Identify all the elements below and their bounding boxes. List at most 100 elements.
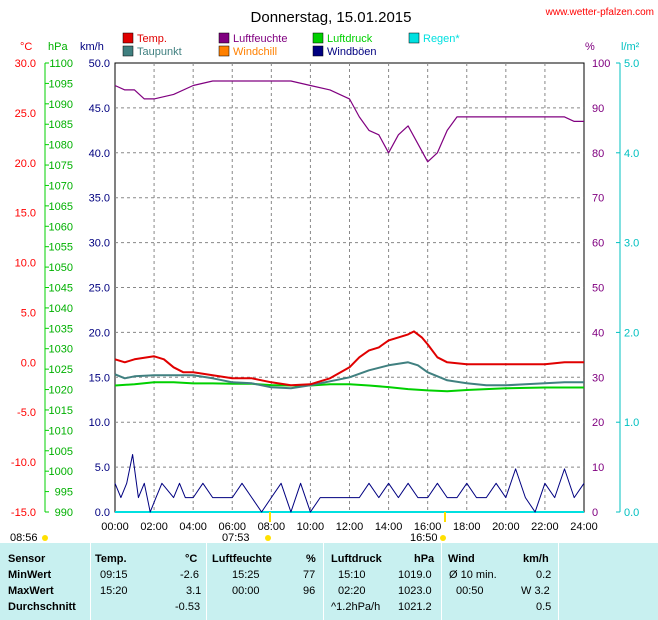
- time-tick-label: 00:00: [101, 521, 129, 533]
- wind-tick-label: 40.0: [89, 148, 110, 160]
- cell-temp-time: 09:15: [100, 569, 128, 581]
- humidity-tick-label: 100: [592, 58, 610, 70]
- header-wind-unit: km/h: [523, 553, 549, 565]
- humidity-tick-label: 50: [592, 283, 604, 295]
- pressure-tick-label: 995: [55, 487, 73, 499]
- sun-icon: [265, 535, 271, 541]
- temp-tick-label: 5.0: [21, 307, 36, 319]
- unit-humidity: %: [585, 41, 595, 53]
- pressure-tick-label: 990: [55, 507, 73, 519]
- pressure-tick-label: 1065: [49, 201, 73, 213]
- pressure-tick-label: 1050: [49, 262, 73, 274]
- humidity-tick-label: 70: [592, 193, 604, 205]
- rain-axis: 5.0 4.0 3.0 2.0 1.0 0.0: [616, 58, 639, 519]
- cell-wind-label: Ø 10 min.: [449, 569, 497, 581]
- header-pressure: Luftdruck: [331, 553, 382, 565]
- pressure-tick-label: 1000: [49, 466, 73, 478]
- pressure-tick-label: 1045: [49, 283, 73, 295]
- legend-swatch: [312, 32, 324, 44]
- rain-tick-label: 4.0: [624, 148, 639, 160]
- cell-temp-time: 15:20: [100, 585, 128, 597]
- legend-swatch: [312, 45, 324, 57]
- pressure-tick-label: 1060: [49, 221, 73, 233]
- pressure-tick-label: 1055: [49, 242, 73, 254]
- legend: Temp. Luftfeuchte Luftdruck Regen* Taupunkt W…: [122, 32, 460, 58]
- time-tick-label: 16:00: [414, 521, 442, 533]
- wind-tick-label: 0.0: [95, 507, 110, 519]
- row-label: MaxWert: [8, 585, 54, 597]
- humidity-tick-label: 20: [592, 417, 604, 429]
- pressure-tick-label: 1040: [49, 303, 73, 315]
- humidity-tick-label: 40: [592, 327, 604, 339]
- series-line-luftdruck: [114, 381, 584, 393]
- pressure-tick-label: 1095: [49, 78, 73, 90]
- header-wind: Wind: [448, 553, 475, 565]
- legend-label: Luftfeuchte: [233, 33, 287, 45]
- legend-swatch: [408, 32, 420, 44]
- humidity-tick-label: 90: [592, 103, 604, 115]
- cell-temp-value: -2.6: [180, 569, 199, 581]
- pressure-tick-label: 1080: [49, 140, 73, 152]
- time-tick-label: 06:00: [218, 521, 246, 533]
- wind-tick-label: 45.0: [89, 103, 110, 115]
- time-tick-label: 18:00: [453, 521, 481, 533]
- unit-wind: km/h: [80, 41, 104, 53]
- time-tick-label: 12:00: [336, 521, 364, 533]
- header-humidity: Luftfeuchte: [212, 553, 272, 565]
- header-sensor: Sensor: [8, 553, 46, 565]
- legend-label: Windböen: [327, 46, 377, 58]
- time-tick-label: 14:00: [375, 521, 403, 533]
- unit-pressure: hPa: [48, 41, 68, 53]
- unit-rain: l/m²: [621, 41, 640, 53]
- pressure-tick-label: 1035: [49, 323, 73, 335]
- cell-hum-value: 96: [303, 585, 316, 597]
- rain-tick-label: 3.0: [624, 238, 639, 250]
- time-tick-label: 24:00: [570, 521, 598, 533]
- cell-press-time: 15:10: [338, 569, 366, 581]
- header-humidity-unit: %: [306, 553, 316, 565]
- wind-tick-label: 30.0: [89, 238, 110, 250]
- row-label: MinWert: [8, 569, 52, 581]
- sunrise-label: 07:53: [222, 532, 250, 544]
- time-tick-label: 10:00: [297, 521, 325, 533]
- cell-temp-value: 3.1: [186, 585, 202, 597]
- series-line-temp: [114, 330, 584, 387]
- cell-press-value: 1019.0: [398, 569, 432, 581]
- time-tick-label: 08:00: [258, 521, 286, 533]
- legend-label: Taupunkt: [137, 46, 182, 58]
- temp-tick-label: 30.0: [15, 58, 36, 70]
- wind-tick-label: 35.0: [89, 193, 110, 205]
- cell-press-time: 02:20: [338, 585, 366, 597]
- wind-axis: 50.0 45.0 40.0 35.0 30.0 25.0 20.0 15.0 10.0 5.0 0…: [89, 58, 110, 519]
- rain-tick-label: 1.0: [624, 417, 639, 429]
- temp-tick-label: 15.0: [15, 208, 36, 220]
- wind-tick-label: 5.0: [95, 462, 110, 474]
- sunrise-prev-label: 08:56: [10, 532, 38, 544]
- pressure-tick-label: 1015: [49, 405, 73, 417]
- temp-axis: 30.0 25.0 20.0 15.0 10.0 5.0 0.0 -5.0 -10.0 -15.0: [11, 58, 36, 519]
- series-layer: [114, 80, 585, 513]
- legend-label: Luftdruck: [327, 33, 373, 45]
- humidity-tick-label: 30: [592, 372, 604, 384]
- temp-tick-label: 0.0: [21, 357, 36, 369]
- source-link[interactable]: www.wetter-pfalzen.com: [545, 7, 654, 18]
- legend-label: Windchill: [233, 46, 277, 58]
- pressure-tick-label: 1025: [49, 364, 73, 376]
- time-tick-label: 22:00: [531, 521, 559, 533]
- cell-press-value: 1021.2: [398, 601, 432, 613]
- time-tick-label: 04:00: [179, 521, 207, 533]
- grid: [115, 63, 584, 512]
- temp-tick-label: -5.0: [17, 407, 36, 419]
- sunset-marker: [444, 512, 446, 522]
- sunrise-marker: [269, 512, 271, 522]
- cell-hum-time: 15:25: [232, 569, 260, 581]
- pressure-tick-label: 1010: [49, 425, 73, 437]
- legend-swatch: [122, 32, 134, 44]
- cell-press-time: ^1.2hPa/h: [331, 601, 381, 613]
- cell-wind-value: 0.5: [536, 601, 552, 613]
- unit-temp: °C: [20, 41, 32, 53]
- time-axis: 00:00 02:00 04:00 06:00 08:00 10:00 12:00 14:00…: [101, 521, 598, 533]
- time-tick-label: 02:00: [140, 521, 168, 533]
- header-temp-unit: °C: [185, 553, 198, 565]
- rain-tick-label: 0.0: [624, 507, 639, 519]
